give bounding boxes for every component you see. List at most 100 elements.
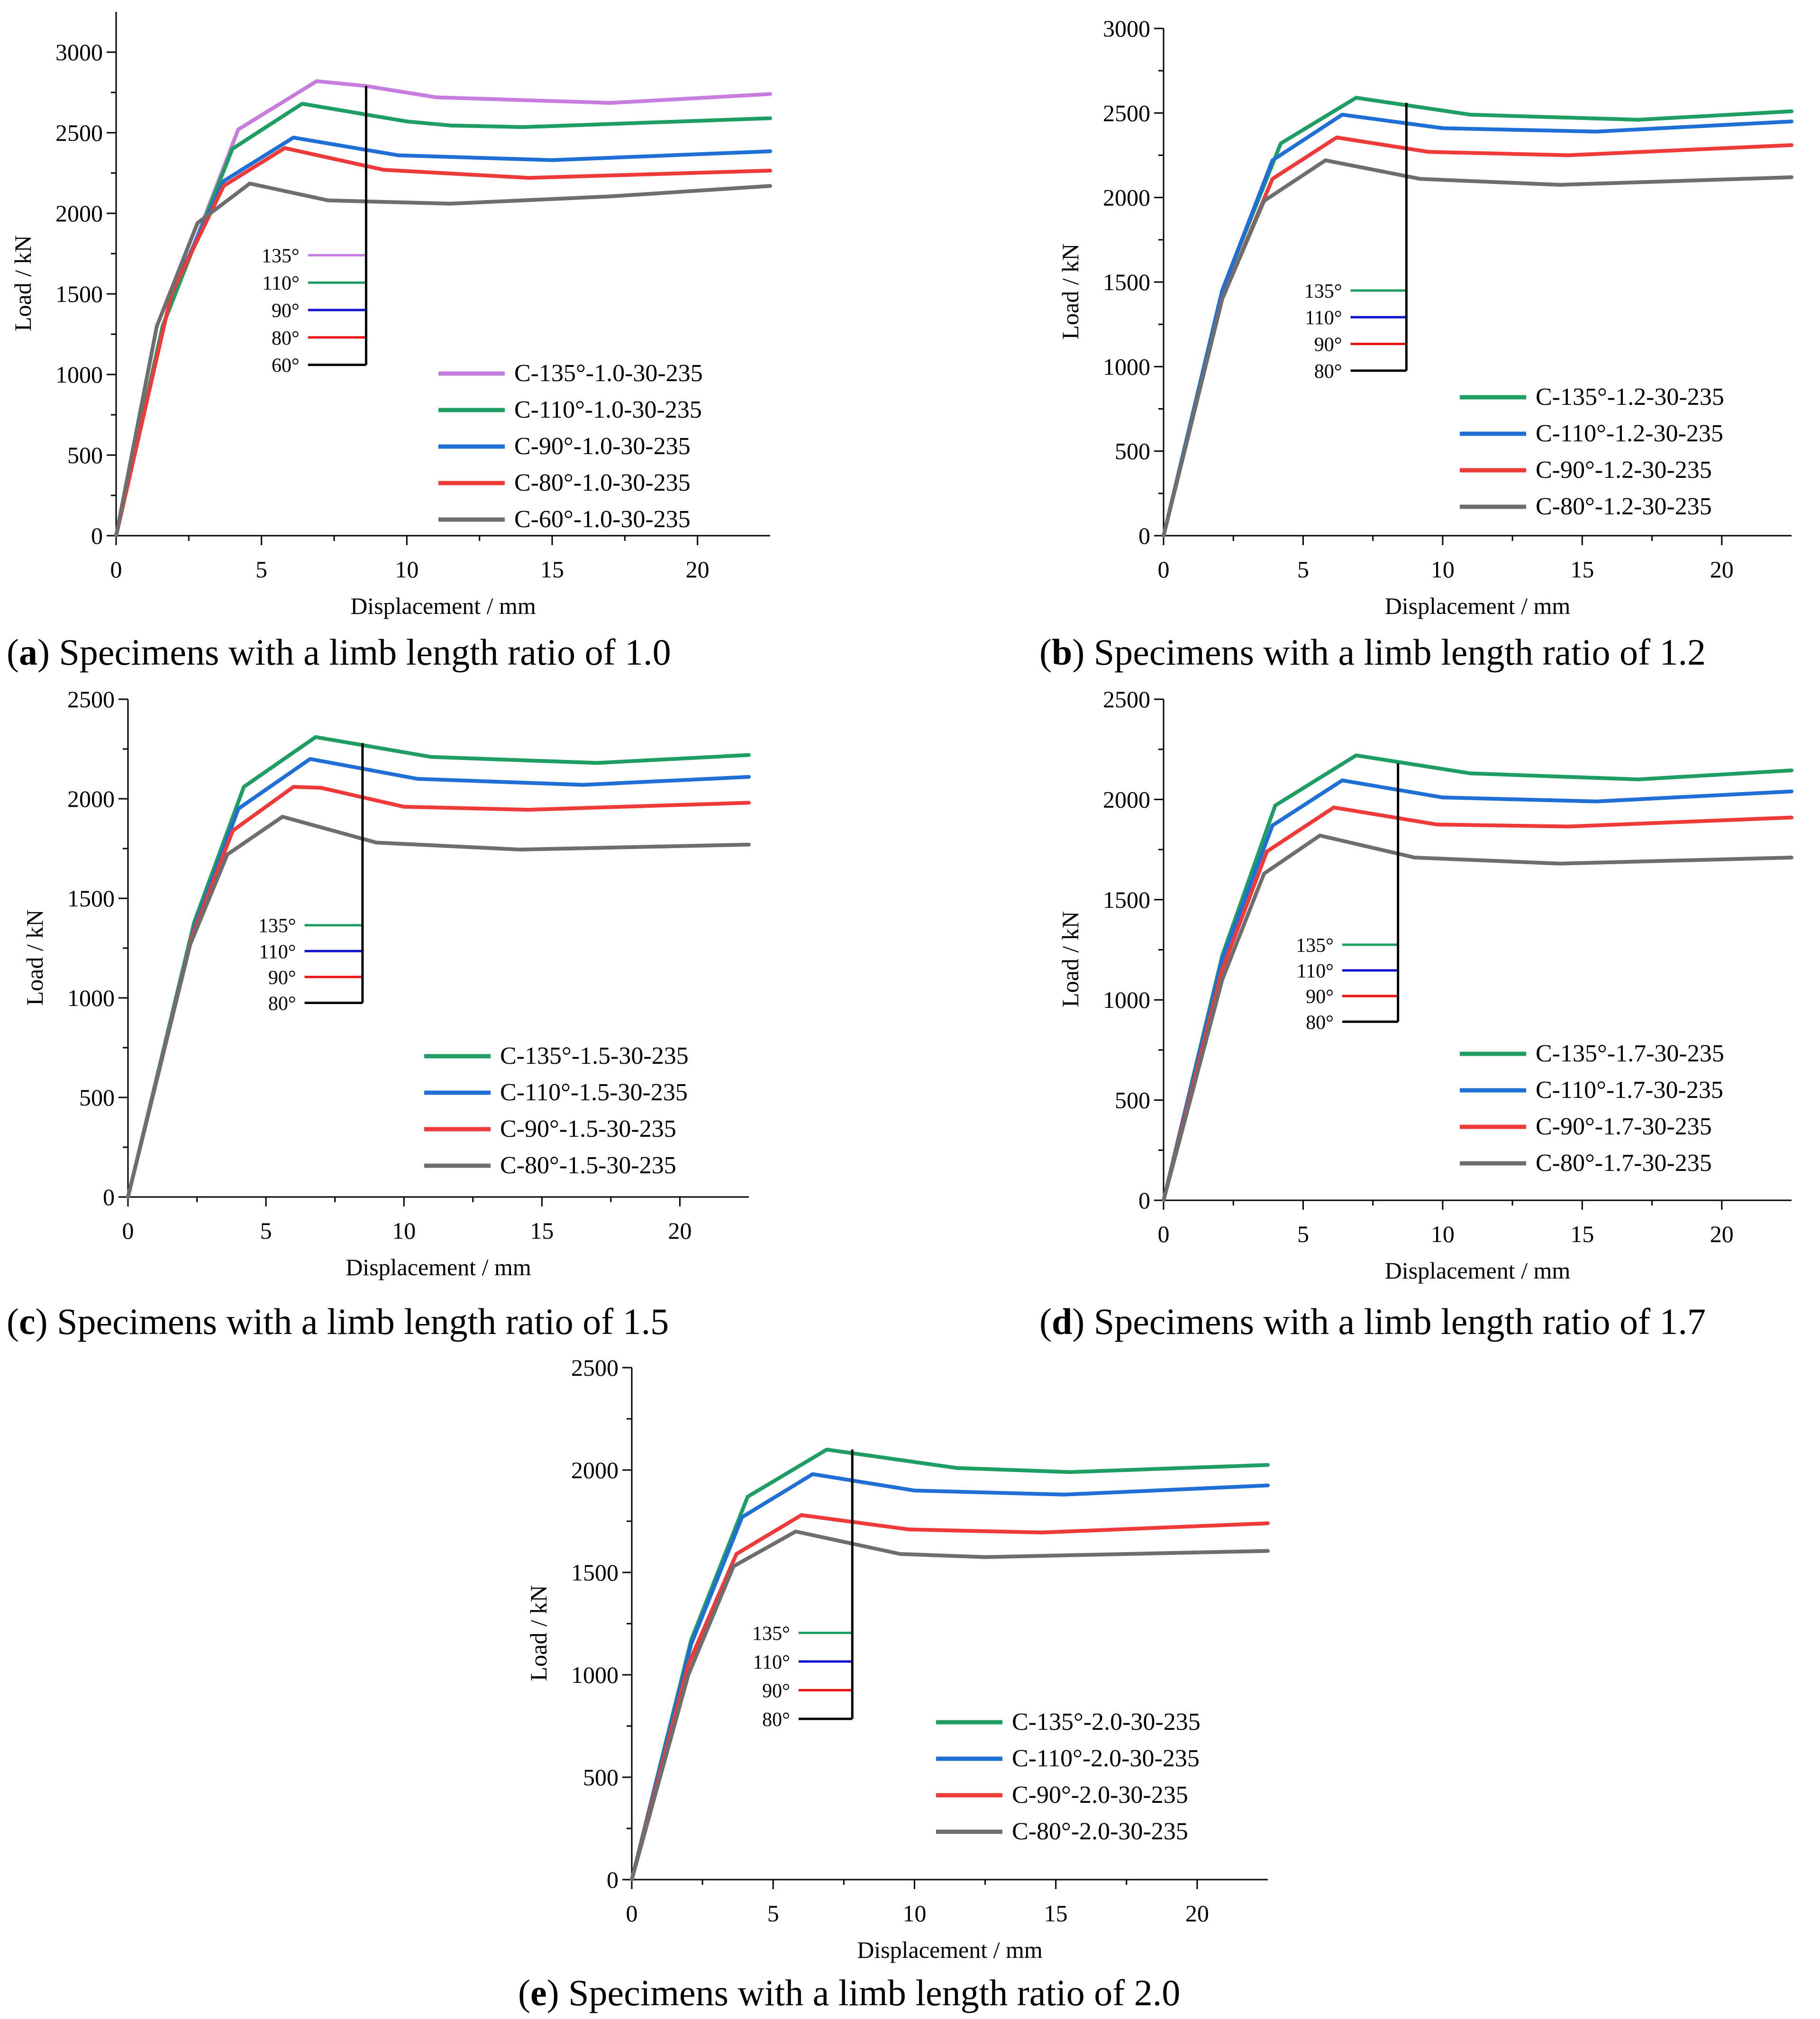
y-tick-label: 500 [1115, 438, 1150, 465]
inset-legend-label: 80° [1314, 361, 1342, 383]
y-tick-label: 1500 [571, 1559, 619, 1586]
y-tick-label: 2500 [55, 119, 103, 146]
y-tick-label: 2000 [55, 200, 103, 227]
x-tick-label: 10 [392, 1217, 416, 1244]
legend-label: C-110°-2.0-30-235 [1012, 1745, 1200, 1772]
inset-legend-label: 135° [1296, 935, 1334, 957]
y-tick-label: 500 [67, 442, 103, 468]
inset-legend-label: 80° [268, 993, 296, 1015]
x-axis-title: Displacement / mm [1385, 1257, 1571, 1284]
legend-label: C-80°-1.5-30-235 [500, 1152, 676, 1179]
y-tick-label: 2000 [1103, 786, 1150, 813]
x-tick-label: 20 [686, 556, 710, 583]
x-tick-label: 0 [626, 1900, 638, 1927]
y-axis-title: Load / kN [9, 235, 36, 331]
chart-panel-b: 0 5 10 15 20 0 500 1000 1500 2000 2500 3000 Displace… [1057, 15, 1793, 619]
y-tick-label: 3000 [55, 39, 103, 65]
y-tick-label: 2500 [571, 1354, 619, 1381]
caption-e-letter: e [530, 1972, 547, 2013]
y-tick-label: 1000 [55, 361, 103, 388]
caption-c: (c) Specimens with a limb length ratio o… [7, 1301, 669, 1342]
caption-a: (a) Specimens with a limb length ratio o… [7, 631, 671, 673]
legend-label: C-90°-1.5-30-235 [500, 1115, 676, 1142]
x-tick-label: 5 [260, 1217, 272, 1244]
legend-label: C-90°-1.7-30-235 [1536, 1113, 1712, 1140]
inset-legend-label: 110° [1305, 307, 1342, 329]
legend-label: C-135°-2.0-30-235 [1012, 1708, 1201, 1736]
legend-label: C-135°-1.5-30-235 [500, 1042, 689, 1069]
caption-d-letter: d [1052, 1301, 1072, 1342]
y-tick-label: 1000 [1103, 987, 1150, 1013]
x-tick-label: 0 [122, 1217, 134, 1244]
caption-b-text: Specimens with a limb length ratio of 1.… [1084, 631, 1706, 673]
y-tick-label: 1000 [571, 1662, 619, 1688]
x-tick-label: 10 [902, 1900, 926, 1927]
y-tick-label: 2000 [67, 786, 115, 812]
y-tick-label: 0 [1138, 522, 1150, 549]
inset-legend-label: 90° [272, 300, 300, 322]
x-tick-label: 15 [1044, 1900, 1068, 1927]
legend-label: C-110°-1.0-30-235 [514, 396, 702, 423]
series-line-0 [114, 79, 772, 538]
legend-label: C-90°-2.0-30-235 [1012, 1781, 1188, 1809]
caption-b-letter: b [1052, 631, 1072, 673]
y-tick-label: 1000 [1103, 353, 1150, 380]
x-tick-label: 10 [395, 556, 419, 583]
y-tick-label: 1000 [67, 985, 115, 1011]
inset-legend-label: 135° [752, 1623, 790, 1644]
inset-legend-label: 110° [259, 941, 296, 963]
x-axis-title: Displacement / mm [857, 1937, 1043, 1963]
x-tick-label: 20 [1710, 556, 1734, 583]
y-tick-label: 0 [1138, 1187, 1150, 1214]
chart-panel-c: 0 5 10 15 20 0 500 1000 1500 2000 2500 Displacement… [21, 686, 751, 1280]
series-line-2 [630, 1513, 1270, 1882]
y-tick-label: 500 [79, 1084, 115, 1111]
chart-panel-a: 0 5 10 15 20 0 500 1000 1500 2000 2500 3000 Displace… [9, 12, 772, 619]
caption-a-letter: a [19, 631, 37, 673]
x-tick-label: 0 [1158, 556, 1170, 583]
inset-legend-label: 90° [762, 1680, 790, 1702]
inset-legend-label: 80° [762, 1709, 790, 1731]
series-line-3 [1162, 158, 1793, 538]
x-tick-label: 15 [530, 1217, 554, 1244]
x-tick-label: 5 [255, 556, 267, 583]
inset-legend-label: 110° [753, 1652, 790, 1673]
chart-panel-e: 0 5 10 15 20 0 500 1000 1500 2000 2500 Displacement… [525, 1354, 1270, 1963]
series-line-0 [630, 1447, 1270, 1882]
inset-legend-label: 135° [262, 245, 300, 267]
legend-label: C-80°-1.7-30-235 [1536, 1150, 1712, 1177]
legend-label: C-80°-1.0-30-235 [514, 469, 691, 496]
series-line-3 [126, 814, 751, 1199]
series-line-1 [114, 101, 772, 538]
legend-label: C-90°-1.2-30-235 [1536, 457, 1712, 484]
inset-legend-label: 135° [1304, 281, 1342, 302]
caption-b: (b) Specimens with a limb length ratio o… [1039, 631, 1706, 673]
y-tick-label: 500 [583, 1764, 619, 1791]
series-line-4 [114, 182, 772, 538]
y-tick-label: 1500 [67, 885, 115, 912]
legend-label: C-80°-2.0-30-235 [1012, 1818, 1188, 1845]
series-line-2 [1162, 805, 1793, 1202]
series-line-1 [1162, 778, 1793, 1202]
x-tick-label: 0 [1158, 1221, 1170, 1247]
y-axis-title: Load / kN [525, 1585, 552, 1681]
x-tick-label: 0 [110, 556, 122, 583]
caption-c-text: Specimens with a limb length ratio of 1.… [48, 1301, 669, 1342]
x-tick-label: 20 [1185, 1900, 1209, 1927]
inset-legend-label: 80° [1306, 1012, 1334, 1033]
y-tick-label: 2500 [1103, 100, 1150, 126]
legend-label: C-80°-1.2-30-235 [1536, 493, 1712, 520]
inset-legend-label: 110° [1297, 960, 1334, 982]
series-line-0 [126, 735, 751, 1199]
series-line-1 [1162, 112, 1793, 538]
x-axis-title: Displacement / mm [1385, 593, 1571, 619]
inset-legend-label: 135° [258, 915, 296, 937]
inset-legend-label: 110° [263, 273, 300, 294]
x-tick-label: 5 [1297, 1221, 1309, 1247]
series-line-3 [630, 1529, 1270, 1882]
x-tick-label: 5 [1297, 556, 1309, 583]
y-tick-label: 2500 [67, 686, 115, 713]
legend-label: C-135°-1.0-30-235 [514, 360, 703, 387]
